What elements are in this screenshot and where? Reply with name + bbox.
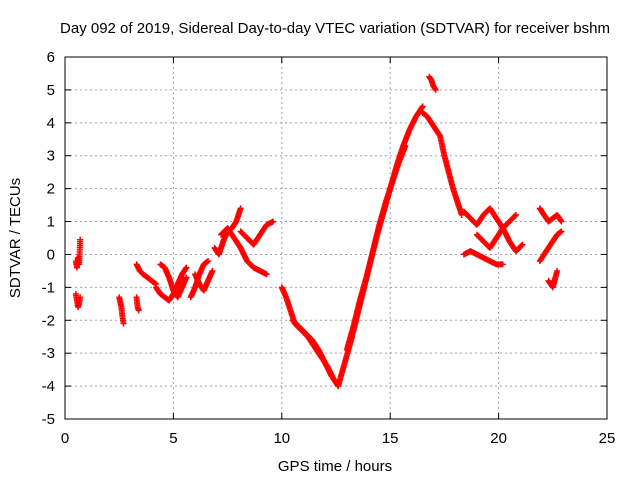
y-tick-label: -5 bbox=[42, 411, 55, 428]
data-point bbox=[328, 373, 335, 380]
y-axis-title: SDTVAR / TECUs bbox=[7, 178, 24, 298]
data-point bbox=[77, 236, 84, 243]
y-tick-label: 4 bbox=[47, 115, 55, 132]
chart-title: Day 092 of 2019, Sidereal Day-to-day VTE… bbox=[60, 20, 610, 37]
data-point bbox=[518, 242, 525, 249]
data-point bbox=[135, 307, 142, 314]
data-point bbox=[183, 274, 190, 281]
x-tick-label: 5 bbox=[169, 430, 177, 447]
data-point bbox=[554, 267, 561, 274]
data-point bbox=[499, 261, 506, 268]
y-tick-label: -4 bbox=[42, 378, 55, 395]
y-tick-label: -1 bbox=[42, 279, 55, 296]
x-axis-title: GPS time / hours bbox=[278, 458, 392, 475]
data-point bbox=[263, 271, 270, 278]
x-axis: 0 5 10 15 20 25 bbox=[61, 57, 616, 447]
data-point bbox=[209, 267, 216, 274]
data-point bbox=[237, 205, 244, 212]
x-tick-label: 0 bbox=[61, 430, 69, 447]
data-point bbox=[120, 320, 127, 327]
x-tick-label: 20 bbox=[490, 430, 507, 447]
data-point bbox=[419, 103, 426, 110]
data-point bbox=[205, 258, 212, 265]
y-tick-label: -2 bbox=[42, 312, 55, 329]
x-tick-label: 15 bbox=[382, 430, 399, 447]
x-tick-label: 25 bbox=[599, 430, 616, 447]
y-tick-label: 1 bbox=[47, 214, 55, 231]
y-tick-label: 2 bbox=[47, 181, 55, 198]
y-axis: -5 -4 -3 -2 -1 0 1 2 3 4 5 6 bbox=[42, 49, 607, 428]
data-point bbox=[432, 86, 439, 93]
data-point bbox=[77, 294, 84, 301]
data-point bbox=[270, 218, 277, 225]
data-points bbox=[72, 73, 565, 390]
data-point bbox=[512, 212, 519, 219]
data-point bbox=[558, 218, 565, 225]
data-point bbox=[558, 228, 565, 235]
y-tick-label: 3 bbox=[47, 148, 55, 165]
data-point bbox=[402, 142, 409, 149]
plot-frame bbox=[64, 56, 608, 420]
data-point bbox=[183, 264, 190, 271]
y-tick-label: -3 bbox=[42, 345, 55, 362]
data-point bbox=[519, 241, 526, 248]
y-tick-label: 0 bbox=[47, 246, 55, 263]
data-point bbox=[432, 85, 439, 92]
data-point bbox=[512, 211, 519, 218]
y-tick-label: 5 bbox=[47, 82, 55, 99]
y-tick-label: 6 bbox=[47, 49, 55, 66]
x-tick-label: 10 bbox=[273, 430, 290, 447]
grid bbox=[65, 57, 607, 419]
